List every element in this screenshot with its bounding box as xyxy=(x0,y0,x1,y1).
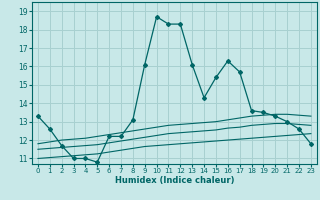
X-axis label: Humidex (Indice chaleur): Humidex (Indice chaleur) xyxy=(115,176,234,185)
